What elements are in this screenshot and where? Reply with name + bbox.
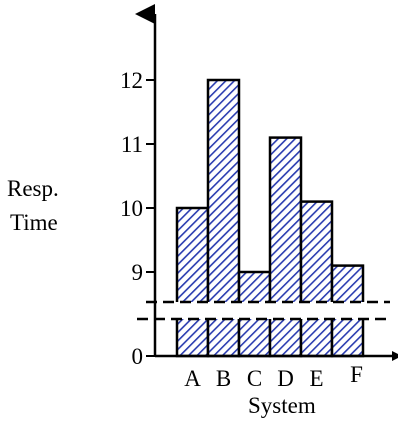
y-tick-label: 12: [120, 68, 143, 93]
x-tick-label: E: [309, 366, 323, 391]
bar-e: [299, 200, 334, 358]
x-tick-label: C: [247, 366, 262, 391]
x-axis-label: System: [248, 393, 316, 418]
y-tick-label: 9: [132, 260, 144, 285]
y-tick-label: 10: [120, 196, 143, 221]
x-tick-label: F: [350, 362, 363, 387]
axis-break: [137, 300, 390, 321]
x-tick-label: A: [184, 366, 201, 391]
axis-break-gap: [150, 302, 390, 319]
bar-d: [268, 136, 303, 358]
x-axis-arrowhead: [392, 351, 398, 361]
y-tick-labels: 0 9 10 11 12: [120, 68, 155, 369]
y-axis-label-line2: Time: [10, 210, 58, 235]
x-tick-label: B: [216, 366, 231, 391]
y-tick-label: 11: [121, 132, 143, 157]
y-tick-label: 0: [132, 344, 144, 369]
x-tick-label: D: [277, 366, 294, 391]
bar-a: [175, 206, 210, 358]
y-axis-label-line1: Resp.: [7, 176, 59, 201]
